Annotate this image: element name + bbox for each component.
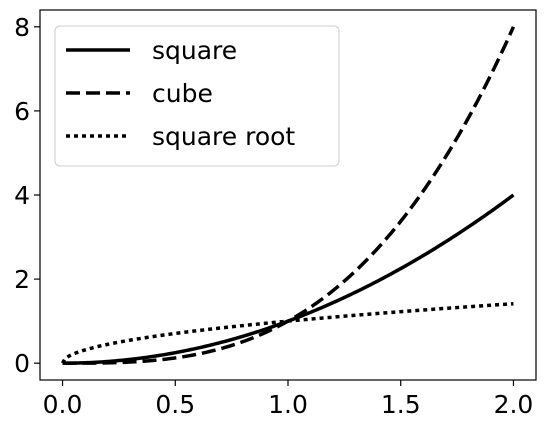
legend-label-cube: cube (152, 79, 213, 108)
x-tick-label: 1.5 (381, 390, 421, 419)
y-tick-label: 0 (14, 349, 30, 378)
y-tick-label: 8 (14, 13, 30, 42)
y-tick-label: 4 (14, 181, 30, 210)
legend: square cube square root (54, 25, 340, 167)
x-tick-label: 1.0 (268, 390, 308, 419)
series-line-square-root (61, 301, 514, 365)
series-line-square (62, 193, 515, 365)
x-tick-label: 2.0 (494, 390, 534, 419)
y-tick-label: 2 (14, 265, 30, 294)
legend-box (54, 25, 340, 167)
ticks-layer: 0.0 0.5 1.0 1.5 2.0 0 2 4 6 8 (14, 13, 533, 419)
legend-label-square-root: square root (152, 122, 295, 151)
legend-label-square: square (152, 36, 237, 65)
y-tick-label: 6 (14, 97, 30, 126)
x-tick-label: 0.5 (155, 390, 195, 419)
x-tick-label: 0.0 (43, 390, 83, 419)
series-layer (61, 26, 516, 365)
